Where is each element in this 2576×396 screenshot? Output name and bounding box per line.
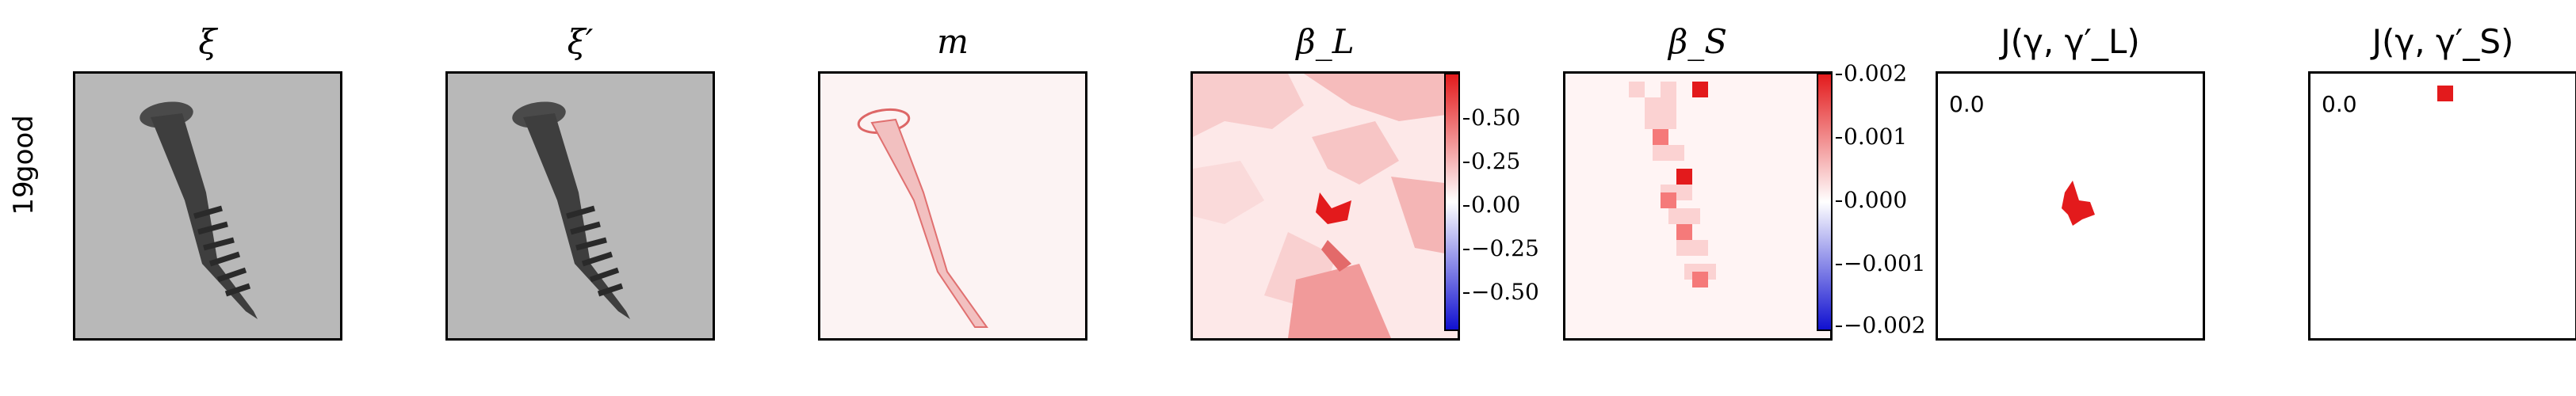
colorbar-tick: 0.000 — [1835, 187, 1908, 213]
colorbar-tick: −0.001 — [1836, 250, 1926, 276]
colorbar-beta-S — [1817, 73, 1833, 331]
colorbar-ticks-beta-L: 0.50 0.25 0.00 −0.25 −0.50 — [1462, 73, 1566, 331]
beta-L-map — [1193, 74, 1458, 338]
score-value: 0.0 — [2322, 91, 2357, 117]
mask-heat — [857, 108, 988, 328]
heatmap-beta-S — [1563, 71, 1833, 341]
panel-title-xi: ξ — [198, 22, 217, 61]
colorbar-tick: −0.25 — [1463, 235, 1539, 261]
beta-S-map — [1565, 74, 1830, 338]
colorbar-beta-L — [1444, 73, 1460, 331]
screw-image — [140, 101, 258, 319]
colorbar-tick: −0.002 — [1836, 312, 1926, 338]
panel-title-J-S: J(γ, γ′_S) — [2372, 22, 2514, 61]
colorbar-tick: 0.50 — [1462, 105, 1521, 131]
row-label-line2: 19 — [8, 181, 40, 215]
colorbar-tick: 0.00 — [1462, 192, 1521, 218]
segmentation-J-L: 0.0 — [1936, 71, 2205, 341]
colorbar-tick: 0.001 — [1835, 124, 1908, 150]
J-S-overlay — [2437, 86, 2453, 101]
row-label: good 19 — [0, 115, 48, 253]
image-xi — [73, 71, 342, 341]
colorbar-tick: 0.25 — [1462, 148, 1521, 174]
panel-title-J-L: J(γ, γ′_L) — [2001, 22, 2140, 61]
colorbar-ticks-beta-S: 0.002 0.001 0.000 −0.001 −0.002 — [1835, 60, 1939, 338]
score-value: 0.0 — [1949, 91, 1985, 117]
panel-title-m: m — [937, 22, 969, 61]
panel-title-beta-S: β_S — [1668, 22, 1728, 61]
screw-image-reconstructed — [512, 101, 630, 319]
heatmap-beta-L — [1191, 71, 1460, 341]
segmentation-J-S: 0.0 — [2308, 71, 2576, 341]
panel-title-xi-prime: ξ′ — [567, 22, 594, 61]
colorbar-tick: 0.002 — [1835, 60, 1908, 86]
image-xi-prime — [445, 71, 715, 341]
panel-title-beta-L: β_L — [1296, 22, 1355, 61]
J-L-overlay — [2062, 181, 2095, 226]
mask-image-m — [818, 71, 1087, 341]
colorbar-tick: −0.50 — [1463, 279, 1539, 305]
